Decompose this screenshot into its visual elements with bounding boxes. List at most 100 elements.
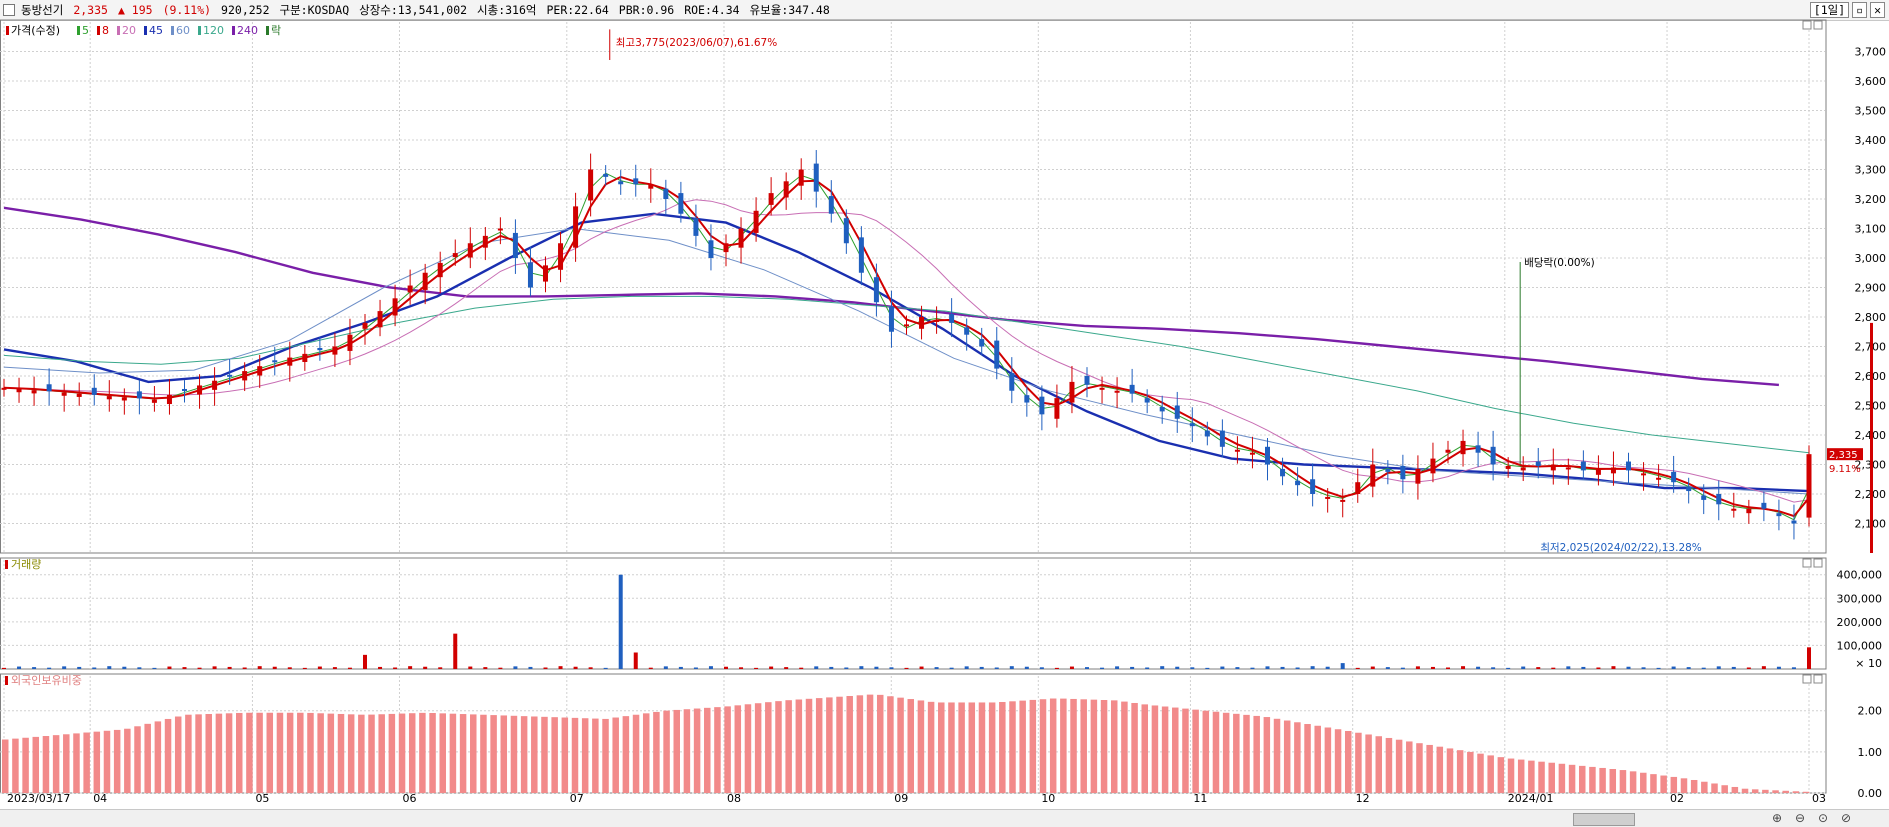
foreign-ratio-bar bbox=[1609, 769, 1617, 793]
foreign-ratio-bar bbox=[439, 713, 446, 793]
foreign-ratio-bar bbox=[907, 699, 914, 793]
legend-label: 8 bbox=[102, 24, 109, 37]
foreign-ratio-bar bbox=[378, 714, 385, 793]
volume-bar bbox=[1175, 666, 1180, 669]
foreign-ratio-bar bbox=[1507, 758, 1515, 793]
select-checkbox[interactable] bbox=[3, 4, 15, 16]
candle-body bbox=[693, 218, 699, 236]
foreign-ratio-bar bbox=[1385, 737, 1393, 793]
candle-body bbox=[678, 193, 684, 214]
price-y-tick-label: 3,300 bbox=[1855, 164, 1887, 177]
volume-bar bbox=[2, 667, 6, 669]
volume-bar bbox=[498, 667, 503, 669]
volume-bar bbox=[1355, 667, 1360, 669]
candle-body bbox=[573, 206, 579, 248]
foreign-ratio-bar bbox=[1273, 718, 1281, 793]
volume-bar bbox=[1521, 666, 1526, 669]
zoom-fit-icon[interactable]: ⊘ bbox=[1841, 811, 1852, 825]
foreign-ratio-bar bbox=[358, 714, 365, 793]
candle-body bbox=[1219, 430, 1225, 447]
foreign-ratio-bar bbox=[704, 707, 711, 793]
dividend-annotation: 배당락(0.00%) bbox=[1524, 257, 1595, 269]
candle-body bbox=[1475, 445, 1481, 453]
volume-bar bbox=[603, 667, 608, 669]
candle-body bbox=[317, 347, 323, 351]
price-y-tick-label: 3,200 bbox=[1855, 193, 1887, 206]
candle-body bbox=[1249, 452, 1255, 455]
foreign-ratio-bar bbox=[653, 711, 660, 793]
foreign-ratio-bar bbox=[1253, 715, 1260, 793]
candle-body bbox=[738, 228, 744, 248]
foreign-ratio-bar bbox=[1243, 714, 1250, 793]
candle-body bbox=[1204, 430, 1210, 437]
volume-bar bbox=[1054, 667, 1059, 669]
legend-label: 45 bbox=[149, 24, 163, 37]
volume-bar bbox=[1566, 666, 1571, 669]
volume-bar bbox=[272, 666, 277, 669]
close-icon[interactable]: ✕ bbox=[1870, 2, 1885, 18]
foreign-ratio-bar bbox=[1151, 705, 1159, 793]
candle-body bbox=[1535, 461, 1541, 466]
candle-body bbox=[558, 243, 564, 270]
volume-bar bbox=[543, 667, 548, 669]
candle-body bbox=[1565, 467, 1571, 470]
candle-body bbox=[452, 253, 458, 258]
stock-chart: 2023/03/17 04 05 06 07 08 09 10 11 12 2024/01 02 03 2… bbox=[0, 19, 1887, 805]
volume-bar bbox=[1145, 667, 1150, 669]
candle-body bbox=[497, 228, 503, 231]
zoom-reset-icon[interactable]: ⊙ bbox=[1818, 811, 1829, 825]
foreign-ratio-bar bbox=[836, 696, 843, 793]
candle-body bbox=[151, 399, 157, 403]
scroll-thumb[interactable] bbox=[1573, 813, 1635, 826]
foreign-ratio-bar bbox=[1741, 788, 1749, 793]
candle-body bbox=[1385, 468, 1391, 472]
chart-scrollbar[interactable]: ⊕ ⊖ ⊙ ⊘ bbox=[0, 809, 1889, 827]
volume-bar bbox=[663, 666, 668, 669]
volume-bar bbox=[528, 666, 533, 669]
candle-body bbox=[1039, 396, 1045, 415]
candle-body bbox=[242, 371, 248, 381]
volume-bar bbox=[1310, 666, 1315, 669]
volume-bar bbox=[47, 667, 52, 669]
foreign-ratio-bar bbox=[561, 717, 569, 793]
volume-bar bbox=[62, 666, 67, 669]
price-y-tick-label: 3,500 bbox=[1855, 105, 1887, 118]
candle-body bbox=[633, 178, 639, 185]
candle-body bbox=[1746, 508, 1752, 514]
volume-bar bbox=[708, 666, 713, 669]
zoom-in-icon[interactable]: ⊕ bbox=[1772, 811, 1783, 825]
foreign-ratio-bar bbox=[144, 723, 151, 793]
foreign-ratio-bar bbox=[1680, 778, 1688, 793]
volume-bar bbox=[1265, 666, 1270, 669]
foreign-ratio-bar bbox=[256, 712, 263, 793]
volume-bar bbox=[1476, 666, 1481, 669]
volume-bar bbox=[363, 654, 367, 669]
foreign-ratio-bar bbox=[307, 712, 314, 793]
candle-body bbox=[1806, 454, 1812, 518]
foreign-ratio-bar bbox=[958, 702, 965, 793]
foreign-ratio-bar bbox=[52, 735, 60, 793]
foreign-ratio-bar bbox=[1161, 706, 1169, 793]
low-annotation: 최저2,025(2024/02/22),13.28% bbox=[1540, 542, 1701, 554]
foreign-ratio-bar bbox=[1395, 739, 1403, 793]
candle-body bbox=[1024, 395, 1030, 403]
foreign-ratio-bar bbox=[1782, 790, 1789, 793]
volume-bar bbox=[122, 666, 127, 669]
candle-body bbox=[1, 387, 7, 390]
candle-body bbox=[392, 298, 398, 316]
volume-bar bbox=[1024, 666, 1029, 669]
foreign-ratio-bar bbox=[978, 702, 986, 793]
x-tick-label: 11 bbox=[1193, 792, 1207, 805]
foreign-ratio-bar bbox=[744, 704, 752, 793]
legend-swatch bbox=[6, 26, 9, 35]
price-y-tick-label: 2,800 bbox=[1855, 311, 1887, 324]
foreign-ratio-bar bbox=[1039, 699, 1047, 793]
foreign-ratio-bar bbox=[754, 703, 762, 793]
volume-bar bbox=[137, 667, 142, 669]
volume-bar bbox=[1611, 666, 1616, 669]
period-button[interactable]: [1일] bbox=[1809, 2, 1850, 18]
zoom-out-icon[interactable]: ⊖ bbox=[1795, 811, 1806, 825]
restore-icon[interactable]: ▫ bbox=[1852, 2, 1868, 18]
volume-y-tick-label: 200,000 bbox=[1837, 616, 1883, 629]
foreign-ratio-bar bbox=[164, 718, 172, 793]
